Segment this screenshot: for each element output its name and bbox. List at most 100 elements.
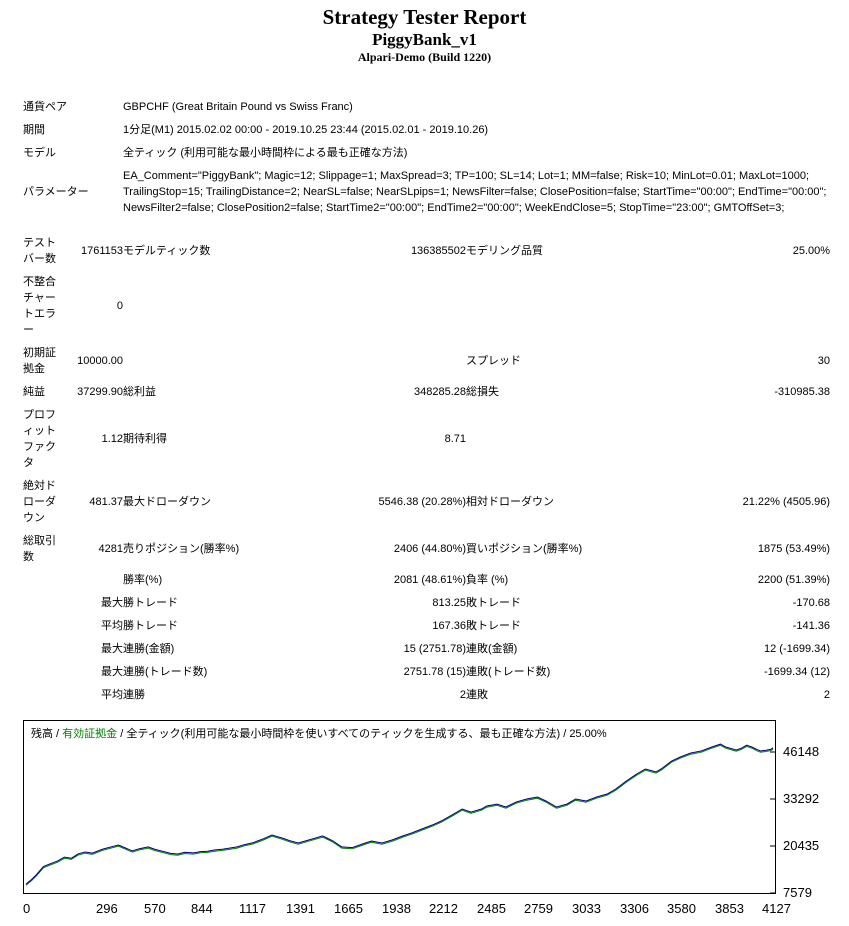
report-value: -310985.38 <box>774 386 831 398</box>
report-label <box>23 637 67 660</box>
report-value <box>67 141 123 164</box>
y-axis-label: 33292 <box>783 791 820 806</box>
report-label <box>23 683 67 706</box>
report-value: 1761153 <box>80 245 123 257</box>
report-value: 348285.28 <box>414 386 466 398</box>
report-label: 勝率(%) <box>123 574 163 586</box>
report-value: 481.37 <box>89 496 123 508</box>
legend-model-text: 全ティック(利用可能な最小時間枠を使いすべてのティックを生成する、最も正確な方法… <box>126 728 561 740</box>
report-row: 最大 勝トレード 813.25 敗トレード -170.68 <box>23 591 830 614</box>
report-value: 2081 (48.61%) <box>393 574 466 586</box>
report-row: 通貨ペア GBPCHF (Great Britain Pound vs Swiss… <box>23 95 830 118</box>
legend-equity-label: 有効証拠金 <box>62 728 118 740</box>
report-value: 813.25 <box>432 597 466 609</box>
x-axis-label: 1938 <box>382 901 411 916</box>
report-label: 総利益 <box>123 386 156 398</box>
report-label <box>23 568 67 591</box>
report-label: 総損失 <box>466 386 499 398</box>
report-title: Strategy Tester Report <box>322 5 527 29</box>
report-label: 期待利得 <box>123 433 167 445</box>
report-label: 負率 (%) <box>466 574 509 586</box>
report-table-body: 通貨ペア GBPCHF (Great Britain Pound vs Swiss… <box>23 95 830 706</box>
report-value <box>67 95 123 118</box>
x-axis-label: 1665 <box>334 901 363 916</box>
report-label: 敗トレード <box>466 620 521 632</box>
report-label: パラメーター <box>23 186 89 198</box>
report-value: 136385502 <box>410 245 466 257</box>
chart-border: 残高 / 有効証拠金 / 全ティック(利用可能な最小時間枠を使いすべてのティック… <box>23 720 776 894</box>
report-label: 連敗 <box>466 689 488 701</box>
report-label: モデリング品質 <box>466 245 543 257</box>
report-value: 最大 <box>101 597 123 609</box>
report-value <box>316 341 466 380</box>
report-row: 最大 連勝(金額) 15 (2751.78) 連敗(金額) 12 (-1699.34) <box>23 637 830 660</box>
report-label: 勝トレード <box>123 620 178 632</box>
report-row: モデル 全ティック (利用可能な最小時間枠による最も正確な方法) <box>23 141 830 164</box>
report-label: 純益 <box>23 386 45 398</box>
report-label: 買いポジション(勝率%) <box>466 543 583 555</box>
report-label: スプレッド <box>466 355 521 367</box>
x-axis-label: 2759 <box>524 901 553 916</box>
report-label: 連敗(金額) <box>466 643 518 655</box>
balance-chart-svg <box>25 743 775 893</box>
legend-balance-label: 残高 <box>31 728 53 740</box>
report-label: 連勝(トレード数) <box>123 666 208 678</box>
x-axis-label: 0 <box>23 901 31 916</box>
report-value: 8.71 <box>444 433 466 445</box>
report-row: 期間 1分足(M1) 2015.02.02 00:00 - 2019.10.25 … <box>23 118 830 141</box>
report-label: 総取引 数 <box>23 535 56 563</box>
y-axis-ticks <box>770 751 775 893</box>
legend-quality: 25.00% <box>569 728 607 740</box>
report-label: 連勝 <box>123 689 145 701</box>
report-label: 初期証 拠金 <box>23 347 56 375</box>
report-value: 25.00% <box>792 245 831 257</box>
report-value: 10000.00 <box>77 355 123 367</box>
report-value: 2406 (44.80%) <box>393 543 466 555</box>
report-value <box>671 403 830 474</box>
report-label: 1分足(M1) 2015.02.02 00:00 - 2019.10.25 23… <box>123 124 489 136</box>
report-row: 勝率(%) 2081 (48.61%) 負率 (%) 2200 (51.39%) <box>23 568 830 591</box>
server-build: Alpari-Demo (Build 1220) <box>357 50 492 64</box>
report-value: 1875 (53.49%) <box>757 543 831 555</box>
report-row: 不整合 チャー トエラ ー 0 <box>23 270 830 341</box>
report-row: パラメーター EA_Comment="PiggyBank"; Magic=12; … <box>23 164 830 219</box>
report-row: 初期証 拠金 10000.00 スプレッド 30 <box>23 341 830 380</box>
report-value: 平均 <box>101 689 123 701</box>
report-label <box>23 614 67 637</box>
report-value: 最大 <box>101 643 123 655</box>
report-value: 2 <box>459 689 466 701</box>
report-label: 勝トレード <box>123 597 178 609</box>
report-value: 4281 <box>98 543 123 555</box>
x-axis-label: 296 <box>96 901 118 916</box>
report-label: 全ティック (利用可能な最小時間枠による最も正確な方法) <box>123 147 408 159</box>
y-axis-label: 7579 <box>783 885 812 900</box>
report-value: 15 (2751.78) <box>403 643 466 655</box>
x-axis-label: 1117 <box>239 901 266 916</box>
report-value: -170.68 <box>792 597 831 609</box>
report-row: 平均 連勝 2 連敗 2 <box>23 683 830 706</box>
report-label <box>23 660 67 683</box>
y-axis-label: 46148 <box>783 744 820 759</box>
report-value: 2751.78 (15) <box>403 666 466 678</box>
report-row: プロフ ィット ファク タ 1.12 期待利得 8.71 <box>23 403 830 474</box>
report-row: 平均 勝トレード 167.36 敗トレード -141.36 <box>23 614 830 637</box>
x-axis-label: 2212 <box>429 901 458 916</box>
report-value <box>67 118 123 141</box>
report-value: 167.36 <box>432 620 466 632</box>
ea-name: PiggyBank_v1 <box>372 30 477 49</box>
report-label: GBPCHF (Great Britain Pound vs Swiss Fra… <box>123 101 353 113</box>
report-label: 最大ドローダウン <box>123 496 211 508</box>
report-label: 連勝(金額) <box>123 643 175 655</box>
x-axis-label: 844 <box>191 901 213 916</box>
report-label: 絶対ド ローダ ウン <box>23 480 56 524</box>
report-table: 通貨ペア GBPCHF (Great Britain Pound vs Swiss… <box>23 95 830 706</box>
report-row: 純益 37299.90 総利益 348285.28 総損失 -310985.38 <box>23 380 830 403</box>
report-value: 21.22% (4505.96) <box>742 496 831 508</box>
legend-separator: / <box>560 728 570 740</box>
chart-legend: 残高 / 有効証拠金 / 全ティック(利用可能な最小時間枠を使いすべてのティック… <box>31 725 607 741</box>
report-row: 絶対ド ローダ ウン 481.37 最大ドローダウン 5546.38 (20.28%)… <box>23 474 830 529</box>
report-value: 5546.38 (20.28%) <box>378 496 466 508</box>
report-label: テスト バー数 <box>23 237 56 265</box>
report-value: 平均 <box>101 620 123 632</box>
report-label <box>23 591 67 614</box>
